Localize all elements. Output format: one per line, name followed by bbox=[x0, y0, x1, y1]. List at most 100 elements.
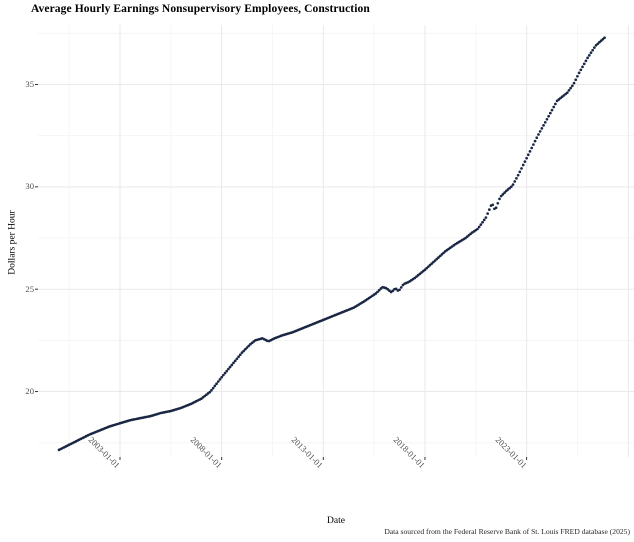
data-point bbox=[603, 36, 606, 40]
y-tick-label: 30 bbox=[25, 181, 34, 192]
data-point bbox=[233, 359, 237, 363]
data-point bbox=[513, 180, 517, 183]
data-point bbox=[589, 51, 593, 55]
y-tick-label: 20 bbox=[25, 386, 34, 397]
data-point bbox=[210, 388, 213, 392]
data-point bbox=[511, 183, 515, 186]
data-point bbox=[228, 365, 232, 369]
data-point bbox=[394, 287, 398, 291]
data-point bbox=[391, 289, 395, 293]
data-point bbox=[476, 227, 479, 231]
data-point bbox=[521, 163, 525, 167]
data-point bbox=[587, 53, 591, 57]
data-point bbox=[242, 349, 246, 353]
data-point bbox=[528, 150, 532, 153]
data-point bbox=[538, 130, 542, 133]
data-point bbox=[579, 68, 583, 72]
data-point bbox=[244, 347, 247, 351]
y-tick-label: 25 bbox=[25, 283, 34, 294]
data-point bbox=[218, 378, 222, 381]
data-point bbox=[572, 81, 576, 85]
data-point bbox=[570, 84, 574, 88]
data-point bbox=[221, 373, 225, 377]
data-point bbox=[567, 89, 571, 92]
data-point bbox=[537, 133, 540, 136]
data-point bbox=[520, 167, 523, 170]
data-point bbox=[479, 223, 483, 226]
data-point bbox=[486, 212, 489, 215]
data-point bbox=[532, 143, 535, 146]
data-point bbox=[510, 185, 513, 189]
data-point bbox=[496, 201, 500, 205]
data-point bbox=[374, 292, 378, 295]
chart-title: Average Hourly Earnings Nonsupervisory E… bbox=[31, 3, 370, 15]
data-point bbox=[477, 225, 481, 229]
data-point bbox=[238, 353, 242, 357]
data-point bbox=[516, 173, 520, 177]
data-point bbox=[542, 124, 545, 127]
data-point bbox=[216, 380, 220, 383]
x-axis-title: Date bbox=[327, 516, 345, 526]
data-point bbox=[565, 91, 569, 95]
data-point bbox=[547, 114, 550, 118]
data-point bbox=[499, 194, 503, 198]
data-point bbox=[494, 206, 498, 210]
data-point bbox=[525, 156, 528, 160]
data-point bbox=[484, 216, 488, 219]
data-point bbox=[223, 371, 227, 375]
data-point bbox=[581, 65, 584, 69]
data-point bbox=[227, 367, 230, 371]
data-point bbox=[237, 355, 240, 359]
data-point bbox=[569, 86, 573, 90]
data-point bbox=[584, 59, 588, 63]
data-point bbox=[577, 71, 581, 75]
data-point bbox=[220, 375, 223, 379]
data-point bbox=[503, 191, 506, 194]
data-point bbox=[552, 105, 556, 109]
data-point bbox=[586, 56, 589, 60]
data-point bbox=[399, 286, 403, 289]
data-point bbox=[235, 357, 239, 361]
data-point bbox=[593, 46, 596, 50]
data-point bbox=[576, 74, 579, 78]
data-point bbox=[376, 290, 379, 294]
data-point bbox=[498, 197, 501, 201]
data-point bbox=[481, 220, 484, 224]
data-point bbox=[482, 218, 486, 222]
data-point bbox=[208, 390, 212, 394]
data-point bbox=[398, 288, 401, 292]
data-point bbox=[215, 382, 218, 386]
data-point bbox=[533, 139, 537, 143]
data-point bbox=[545, 117, 549, 121]
data-point bbox=[213, 384, 217, 388]
data-point bbox=[554, 102, 557, 106]
y-tick-label: 35 bbox=[25, 79, 34, 89]
data-point bbox=[487, 208, 491, 211]
data-point bbox=[240, 351, 244, 355]
data-point bbox=[591, 48, 595, 52]
data-point bbox=[523, 160, 527, 163]
data-point bbox=[518, 170, 522, 174]
data-point bbox=[247, 344, 251, 348]
data-point bbox=[540, 127, 544, 130]
data-point bbox=[491, 203, 495, 207]
data-point bbox=[526, 153, 530, 157]
data-points-series bbox=[57, 36, 606, 452]
source-caption: Data sourced from the Federal Reserve Ba… bbox=[384, 527, 630, 536]
data-point bbox=[543, 120, 547, 124]
data-point bbox=[377, 288, 381, 292]
data-point bbox=[530, 146, 534, 150]
data-point bbox=[211, 386, 215, 390]
data-point bbox=[225, 369, 229, 373]
data-point bbox=[550, 108, 554, 112]
data-point bbox=[245, 346, 249, 349]
data-point bbox=[582, 62, 586, 66]
data-point bbox=[501, 193, 505, 196]
data-point bbox=[232, 361, 235, 365]
data-point bbox=[548, 111, 552, 115]
data-point bbox=[574, 78, 578, 82]
data-point bbox=[535, 136, 539, 140]
data-point bbox=[230, 363, 234, 367]
